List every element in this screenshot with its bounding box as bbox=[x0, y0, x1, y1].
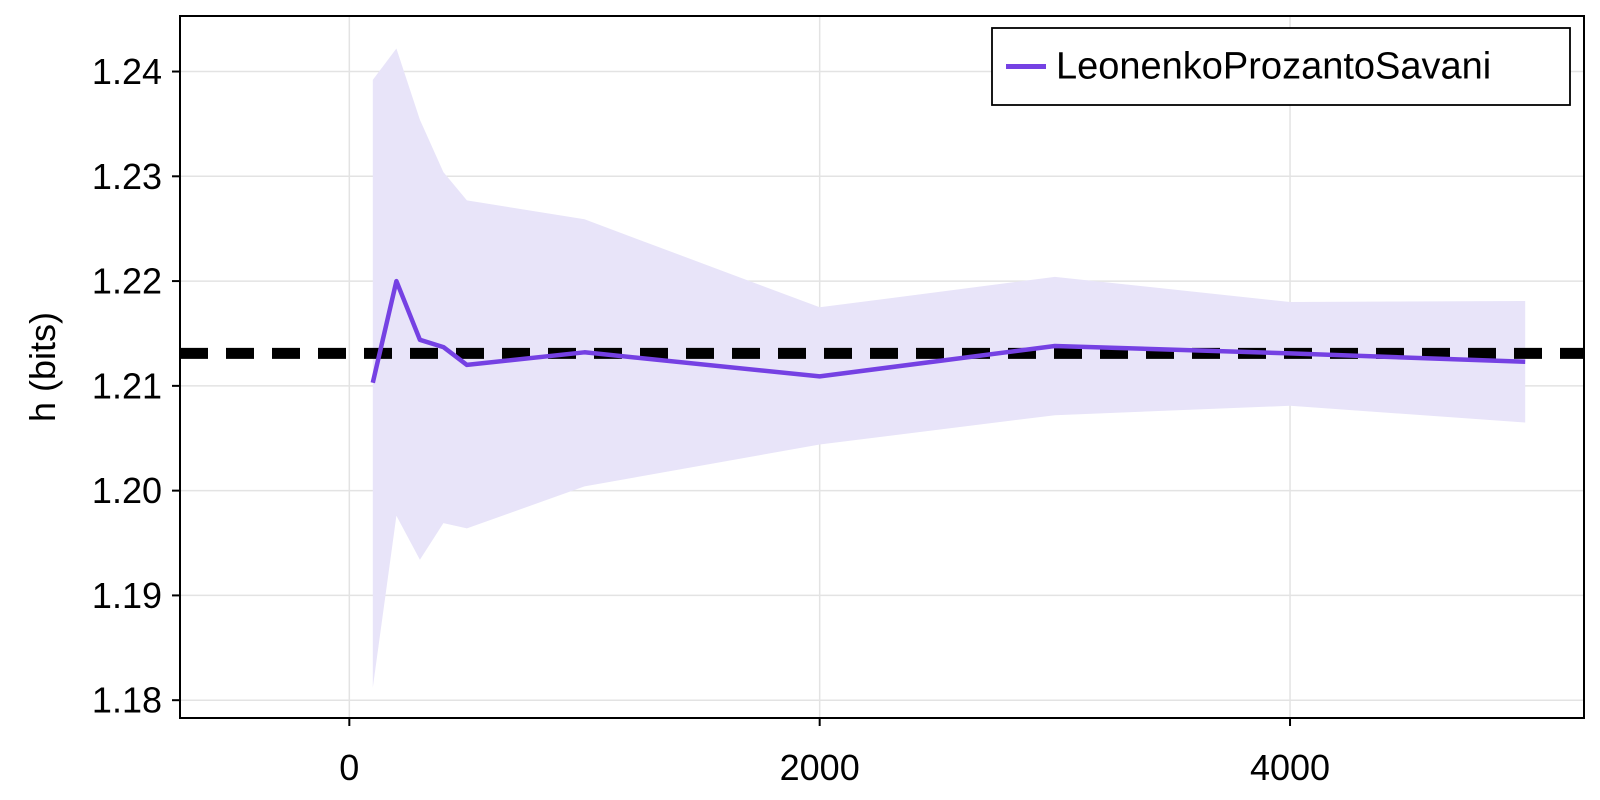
x-tick-label: 0 bbox=[339, 747, 359, 788]
y-axis-title: h (bits) bbox=[22, 312, 63, 422]
y-tick-label: 1.21 bbox=[92, 365, 162, 406]
y-tick-label: 1.23 bbox=[92, 156, 162, 197]
series-lines bbox=[370, 278, 1526, 384]
confidence-bands bbox=[372, 48, 1526, 688]
series-line bbox=[370, 278, 1526, 384]
x-tick-label: 4000 bbox=[1250, 747, 1330, 788]
x-tick-label: 2000 bbox=[780, 747, 860, 788]
legend-label: LeonenkoProzantoSavani bbox=[1056, 46, 1491, 88]
confidence-band bbox=[372, 48, 1526, 688]
axes: 0 2000 4000 1.18 1.19 1.20 1.21 1.22 1.23 1.24 h (… bbox=[22, 15, 1585, 788]
legend: LeonenkoProzantoSavani bbox=[991, 27, 1571, 106]
y-tick-label: 1.22 bbox=[92, 261, 162, 302]
y-tick-label: 1.18 bbox=[92, 680, 162, 721]
legend-box bbox=[991, 27, 1571, 106]
y-tick-label: 1.20 bbox=[92, 470, 162, 511]
plot-frame bbox=[179, 15, 1585, 719]
y-tick-label: 1.19 bbox=[92, 575, 162, 616]
y-tick-label: 1.24 bbox=[92, 51, 162, 92]
